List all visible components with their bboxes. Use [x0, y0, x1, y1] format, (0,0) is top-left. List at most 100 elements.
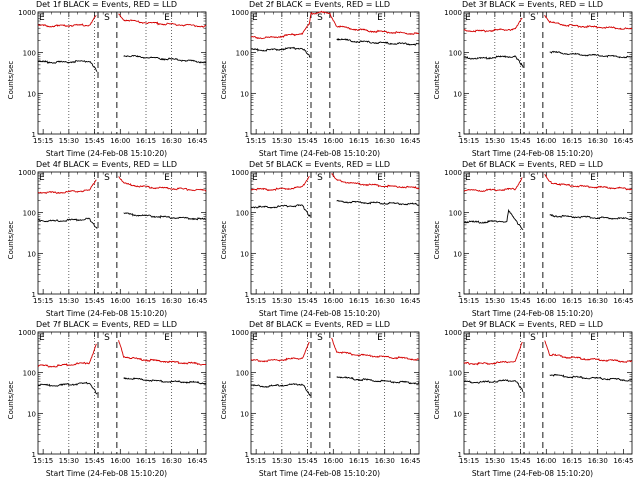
x-tick-label: 16:00 [323, 457, 343, 465]
y-tick-label: 1 [245, 131, 249, 139]
x-tick-label: 16:15 [136, 137, 156, 145]
series-line-events [463, 373, 633, 393]
x-tick-label: 16:30 [375, 137, 395, 145]
y-tick-label: 10 [27, 90, 36, 98]
plot-frame [37, 11, 207, 135]
event-marker-label: S [317, 13, 323, 23]
panel-title: Det 8f BLACK = Events, RED = LLD [248, 320, 391, 329]
plot-frame [250, 11, 420, 135]
y-axis-label: Counts/sec [7, 60, 15, 100]
x-tick-label: 16:30 [588, 457, 608, 465]
event-marker-label: E [377, 173, 383, 183]
y-tick-label: 100 [449, 50, 462, 58]
x-tick-label: 15:15 [459, 457, 479, 465]
y-tick-label: 1000 [231, 169, 249, 177]
series-line-lld [463, 173, 633, 192]
detector-panel: 1 10 100 1000 15:15 15:30 15:45 16:00 16:15 16:30… [426, 0, 639, 160]
y-tick-label: 10 [453, 90, 462, 98]
plot-frame [463, 11, 633, 135]
detector-panel: 1 10 100 1000 15:15 15:30 15:45 16:00 16:15 16:30… [213, 160, 426, 320]
y-axis-label: Counts/sec [220, 380, 228, 420]
series-line-events [463, 50, 633, 68]
y-tick-label: 1000 [444, 9, 462, 17]
y-tick-label: 1000 [444, 329, 462, 337]
plot-frame [463, 171, 633, 295]
y-tick-label: 1000 [444, 169, 462, 177]
series-line-lld [250, 172, 420, 192]
y-tick-label: 1000 [18, 169, 36, 177]
x-tick-label: 16:15 [136, 297, 156, 305]
series-line-events [37, 377, 207, 395]
x-tick-label: 16:30 [162, 137, 182, 145]
panel-plot: 1 10 100 1000 15:15 15:30 15:45 16:00 16:15 16:30… [18, 9, 207, 145]
panel-plot: 1 10 100 1000 15:15 15:30 15:45 16:00 16:15 16:30… [231, 169, 420, 305]
x-tick-label: 15:30 [272, 297, 292, 305]
x-tick-label: 15:45 [510, 137, 530, 145]
y-tick-label: 10 [27, 250, 36, 258]
x-tick-label: 15:15 [459, 137, 479, 145]
series-line-events [463, 208, 632, 231]
event-marker-label: S [530, 333, 536, 343]
event-marker-label: E [39, 13, 45, 23]
panel-title: Det 2f BLACK = Events, RED = LLD [248, 0, 391, 9]
series-line-lld [250, 10, 420, 40]
plot-frame [250, 171, 420, 295]
y-tick-label: 100 [236, 210, 249, 218]
y-tick-label: 10 [240, 90, 249, 98]
y-tick-label: 1 [458, 131, 462, 139]
x-tick-label: 16:15 [349, 137, 369, 145]
x-tick-label: 15:45 [510, 457, 530, 465]
panel-plot: 1 10 100 1000 15:15 15:30 15:45 16:00 16:15 16:30… [231, 329, 420, 465]
x-tick-label: 16:30 [162, 297, 182, 305]
x-tick-label: 15:15 [33, 297, 53, 305]
x-tick-label: 16:45 [613, 137, 633, 145]
event-marker-label: E [39, 173, 45, 183]
panel-plot: 1 10 100 1000 15:15 15:30 15:45 16:00 16:15 16:30… [18, 329, 207, 465]
detector-panel: 1 10 100 1000 15:15 15:30 15:45 16:00 16:15 16:30… [0, 0, 213, 160]
x-tick-label: 15:15 [33, 457, 53, 465]
x-tick-label: 16:00 [110, 137, 130, 145]
event-marker-label: E [164, 333, 170, 343]
x-tick-label: 16:45 [400, 297, 420, 305]
x-tick-label: 16:00 [110, 457, 130, 465]
x-tick-label: 16:45 [400, 137, 420, 145]
series-line-events [37, 212, 207, 229]
x-tick-label: 15:30 [485, 137, 505, 145]
x-axis-label: Start Time (24-Feb-08 15:10:20) [258, 469, 381, 478]
event-marker-label: S [104, 173, 110, 183]
series-line-events [250, 376, 420, 397]
plot-frame [37, 171, 207, 295]
y-tick-label: 1000 [231, 9, 249, 17]
x-tick-label: 15:45 [510, 297, 530, 305]
y-axis-label: Counts/sec [433, 60, 441, 100]
series-line-lld [37, 176, 207, 195]
series-line-lld [37, 340, 207, 368]
panel-plot: 1 10 100 1000 15:15 15:30 15:45 16:00 16:15 16:30… [18, 169, 207, 305]
x-tick-label: 15:30 [59, 137, 79, 145]
detector-panel: 1 10 100 1000 15:15 15:30 15:45 16:00 16:15 16:30… [0, 320, 213, 480]
event-marker-label: E [164, 13, 170, 23]
x-tick-label: 16:15 [562, 297, 582, 305]
x-axis-label: Start Time (24-Feb-08 15:10:20) [45, 149, 168, 158]
x-tick-label: 16:45 [187, 297, 207, 305]
event-marker-label: E [252, 13, 258, 23]
panel-title: Det 9f BLACK = Events, RED = LLD [461, 320, 604, 329]
x-tick-label: 16:00 [536, 457, 556, 465]
y-axis-label: Counts/sec [220, 60, 228, 100]
x-tick-label: 16:00 [110, 297, 130, 305]
plot-frame [250, 331, 420, 455]
x-tick-label: 16:45 [187, 137, 207, 145]
y-tick-label: 10 [27, 410, 36, 418]
event-marker-label: E [252, 333, 258, 343]
x-axis-label: Start Time (24-Feb-08 15:10:20) [45, 309, 168, 318]
x-axis-label: Start Time (24-Feb-08 15:10:20) [45, 469, 168, 478]
event-marker-label: E [590, 333, 596, 343]
event-marker-label: E [465, 333, 471, 343]
x-tick-label: 16:30 [588, 137, 608, 145]
event-marker-label: S [317, 333, 323, 343]
plot-frame [37, 331, 207, 455]
panel-plot: 1 10 100 1000 15:15 15:30 15:45 16:00 16:15 16:30… [231, 9, 420, 145]
x-tick-label: 16:30 [375, 457, 395, 465]
event-marker-label: E [377, 333, 383, 343]
